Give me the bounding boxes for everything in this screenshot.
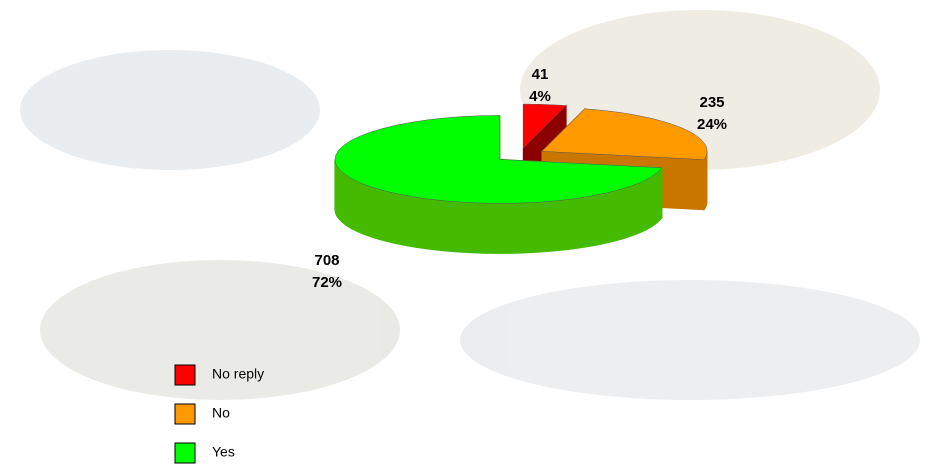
pie-slice	[541, 108, 708, 160]
legend-swatch	[174, 403, 196, 425]
bg-blob	[40, 260, 400, 400]
value-label: 235	[699, 94, 724, 111]
slice-side	[703, 151, 708, 211]
legend-label: Yes	[212, 444, 235, 460]
percent-label: 4%	[529, 88, 551, 105]
pie-slice	[523, 103, 567, 149]
legend-label: No	[212, 405, 230, 421]
bg-blob	[460, 280, 920, 400]
background	[20, 10, 920, 400]
percent-label: 24%	[697, 116, 727, 133]
value-label: 708	[314, 252, 339, 269]
percent-label: 72%	[312, 274, 342, 291]
pie-slice	[334, 115, 663, 204]
value-label: 41	[532, 66, 549, 83]
legend-swatch	[174, 442, 196, 464]
bg-blob	[20, 50, 320, 170]
legend-label: No reply	[212, 366, 264, 382]
legend-swatch	[174, 364, 196, 386]
